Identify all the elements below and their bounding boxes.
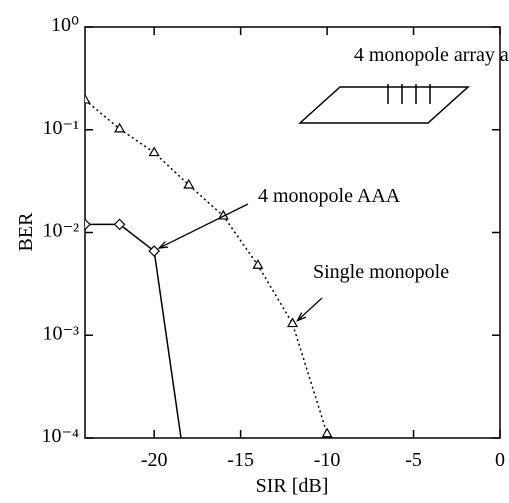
data-point	[184, 487, 194, 497]
data-point	[148, 245, 161, 257]
x-tick-label: -5	[405, 449, 422, 471]
y-tick-label: 10⁻⁴	[41, 425, 79, 447]
annotation-arrow	[297, 297, 323, 322]
annotation: Single monopole	[313, 261, 449, 283]
data-point	[252, 259, 264, 269]
data-point	[85, 218, 91, 231]
series-line	[85, 223, 182, 438]
plot-area	[85, 93, 333, 497]
y-tick-label: 10⁻¹	[42, 117, 79, 139]
y-tick-label: 10⁻²	[42, 220, 79, 242]
series-line	[85, 99, 328, 434]
antenna-icon	[298, 84, 470, 124]
data-point	[114, 122, 126, 133]
x-axis-label: SIR [dB]	[256, 475, 329, 497]
data-point	[183, 178, 195, 189]
annotation: 4 monopole array antenna	[354, 44, 509, 66]
x-tick-label: -10	[314, 449, 341, 471]
data-point	[148, 146, 160, 157]
x-tick-label: -15	[227, 449, 254, 471]
data-point	[85, 93, 91, 104]
arrow-head	[296, 312, 307, 322]
annotation: 4 monopole AAA	[258, 185, 401, 207]
data-point	[113, 218, 126, 231]
annotation-arrow	[158, 203, 249, 249]
plot-frame	[84, 26, 501, 439]
data-point	[321, 427, 333, 438]
y-tick-label: 10⁰	[51, 14, 79, 36]
x-tick-label: -20	[141, 449, 168, 471]
y-axis-label: BER	[15, 212, 37, 252]
arrow-head	[157, 241, 169, 249]
data-point	[286, 317, 299, 328]
x-tick-label: 0	[495, 449, 505, 471]
y-tick-label: 10⁻³	[42, 322, 79, 344]
